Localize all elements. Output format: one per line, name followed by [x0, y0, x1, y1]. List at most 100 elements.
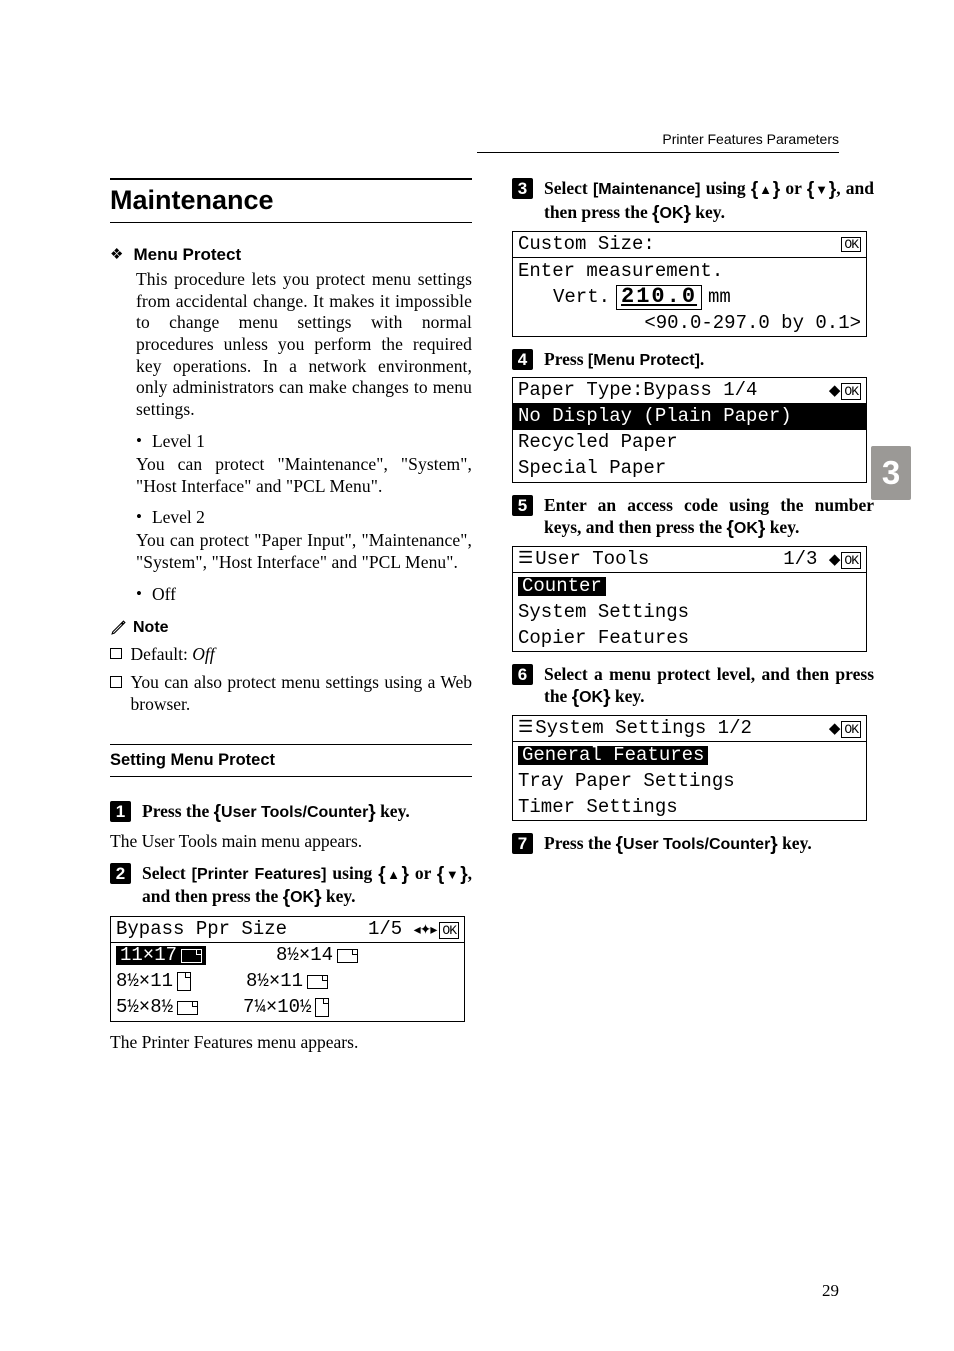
updown-icon: ◆	[829, 382, 839, 399]
t: Custom Size:	[518, 235, 655, 254]
lcd-row: Bypass Ppr Size 1/5 ◂✦▸OK	[111, 917, 464, 943]
bullet-icon: •	[136, 431, 142, 452]
t: key.	[611, 686, 645, 706]
t: User Tools/Counter	[623, 836, 770, 853]
t: 5½×8½	[116, 998, 173, 1017]
ok-icon: OK	[841, 383, 861, 400]
step-1: 1 Press the {User Tools/Counter} key.	[110, 801, 472, 825]
note-label: Note	[133, 619, 169, 637]
t: Enter measurement.	[518, 262, 723, 281]
t: key.	[691, 202, 725, 222]
t: OK	[734, 520, 758, 537]
step-1-text: Press the {User Tools/Counter} key.	[142, 801, 410, 825]
off-row: • Off	[136, 584, 472, 605]
updown-icon: ◆	[829, 551, 839, 568]
t: General Features	[518, 746, 708, 765]
step-number-4: 4	[512, 349, 533, 370]
paper-icon	[181, 949, 202, 963]
level1-text: You can protect "Maintenance", "System",…	[136, 454, 472, 497]
t: Paper Type:Bypass 1/4	[518, 381, 757, 400]
level2-row: • Level 2	[136, 507, 472, 528]
step-3: 3 Select [Maintenance] using {▲} or {▼},…	[512, 178, 874, 225]
t: OK	[290, 889, 314, 906]
note2-text: You can also protect menu settings using…	[131, 672, 473, 715]
paper-icon	[315, 998, 329, 1017]
step-2: 2 Select [Printer Features] using {▲} or…	[110, 863, 472, 910]
step-number-2: 2	[110, 863, 131, 884]
lcd-row: ☰System Settings 1/2 ◆OK	[513, 716, 866, 742]
t: .	[700, 349, 704, 369]
paper-icon	[177, 1001, 198, 1015]
t: 11×17	[120, 946, 177, 965]
lcd-row: <90.0-297.0 by 0.1>	[513, 310, 866, 336]
t: Special Paper	[518, 459, 666, 478]
paper-icon	[307, 975, 328, 989]
t: key.	[778, 833, 812, 853]
t: Bypass Ppr Size	[116, 920, 287, 939]
lcd-row: System Settings	[513, 599, 866, 625]
lcd-row: Timer Settings	[513, 794, 866, 820]
t: User Tools/Counter	[221, 804, 368, 821]
note-item-1: Default: Off	[110, 644, 472, 666]
lcd-row: Enter measurement.	[513, 258, 866, 284]
t: Copier Features	[518, 629, 689, 648]
lcd-row: 11×17 8½×14	[111, 943, 464, 969]
paper-icon	[337, 949, 358, 963]
checkbox-icon	[110, 648, 122, 660]
lcd-row: General Features	[513, 742, 866, 768]
t: Select	[142, 863, 192, 883]
t: 1/3	[783, 548, 817, 570]
note1-prefix: Default:	[131, 644, 193, 664]
diamond-icon: ❖	[110, 246, 123, 264]
page-header: Printer Features Parameters	[662, 131, 839, 147]
t: Recycled Paper	[518, 433, 678, 452]
lcd-row: ☰User Tools 1/3 ◆OK	[513, 547, 866, 573]
right-column: 3 Select [Maintenance] using {▲} or {▼},…	[512, 178, 874, 1054]
step-4: 4 Press [Menu Protect].	[512, 349, 874, 371]
bullet-icon: •	[136, 507, 142, 528]
step-2-follow: The Printer Features menu appears.	[110, 1032, 472, 1054]
ok-icon: OK	[841, 237, 861, 252]
t: Press the	[544, 833, 616, 853]
step-2-text: Select [Printer Features] using {▲} or {…	[142, 863, 472, 910]
step-3-text: Select [Maintenance] using {▲} or {▼}, a…	[544, 178, 874, 225]
lcd-row: Custom Size: OK	[513, 232, 866, 258]
page-number: 29	[822, 1281, 839, 1301]
step-number-5: 5	[512, 495, 533, 516]
t: 8½×11	[246, 972, 303, 991]
note-item-2: You can also protect menu settings using…	[110, 672, 472, 715]
t: 8½×11	[116, 972, 173, 991]
lcd-row: Copier Features	[513, 625, 866, 651]
t: [Printer Features]	[192, 866, 327, 883]
step-7-text: Press the {User Tools/Counter} key.	[544, 833, 812, 857]
t: Press the	[142, 801, 214, 821]
t: 8½×14	[276, 946, 333, 965]
t: mm	[708, 288, 731, 307]
menu-protect-heading: Menu Protect	[133, 245, 241, 265]
lcd-row: Special Paper	[513, 456, 866, 482]
ok-icon: OK	[439, 922, 459, 939]
lcd-row: Recycled Paper	[513, 430, 866, 456]
ok-icon: OK	[841, 552, 861, 569]
down-arrow-icon: ▼	[814, 182, 829, 197]
ok-icon: OK	[841, 721, 861, 738]
step-1-follow: The User Tools main menu appears.	[110, 831, 472, 853]
header-rule	[477, 152, 839, 153]
menu-protect-heading-row: ❖ Menu Protect	[110, 245, 472, 265]
t: No Display (Plain Paper)	[518, 407, 792, 426]
up-arrow-icon: ▲	[758, 182, 773, 197]
menu-protect-intro: This procedure lets you protect menu set…	[136, 269, 472, 421]
t: 1/5	[368, 918, 402, 940]
lcd-system-settings: ☰System Settings 1/2 ◆OK General Feature…	[512, 715, 867, 821]
step-number-6: 6	[512, 664, 533, 685]
t: Tray Paper Settings	[518, 772, 735, 791]
pencil-icon	[110, 619, 127, 636]
level1-row: • Level 1	[136, 431, 472, 452]
lcd-user-tools: ☰User Tools 1/3 ◆OK Counter System Setti…	[512, 546, 867, 652]
lcd-row: 8½×11 8½×11	[111, 969, 464, 995]
step-number-3: 3	[512, 178, 533, 199]
off-label: Off	[152, 584, 176, 605]
lr-arrows-icon: ◂✦▸	[414, 921, 437, 937]
down-arrow-icon: ▼	[444, 867, 460, 882]
step-7: 7 Press the {User Tools/Counter} key.	[512, 833, 874, 857]
